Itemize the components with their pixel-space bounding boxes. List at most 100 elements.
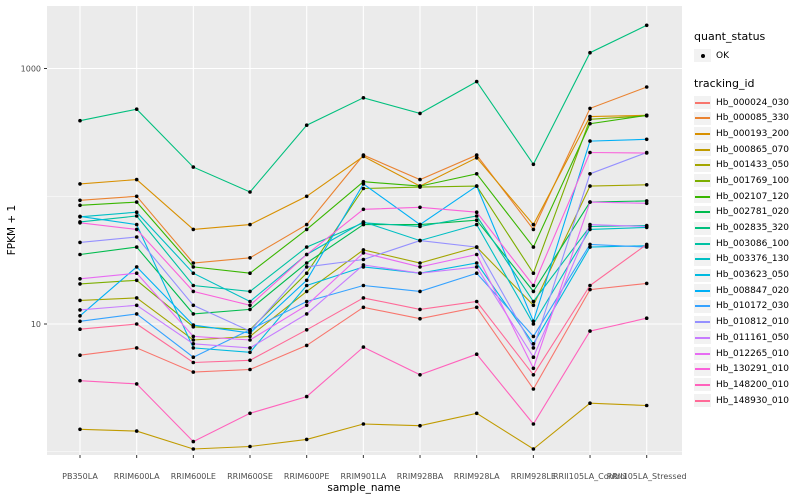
data-point <box>304 343 309 348</box>
legend-item-label: Hb_000085_330 <box>716 113 790 124</box>
data-point <box>304 222 309 227</box>
line-key-icon <box>694 205 711 219</box>
data-point <box>418 111 422 116</box>
data-point <box>531 289 536 294</box>
data-point <box>304 328 309 332</box>
legend-item-label: Hb_002781_020 <box>716 207 790 218</box>
data-point <box>418 265 422 269</box>
data-point <box>191 355 196 360</box>
legend-item-label: OK <box>716 50 729 61</box>
data-point <box>531 303 536 308</box>
data-point <box>304 394 309 399</box>
x-tick-label: RRIM600LE <box>171 472 216 481</box>
x-tick-label: RRIM928LE <box>511 472 556 481</box>
data-point <box>78 252 82 257</box>
data-point <box>644 224 649 229</box>
data-point <box>588 401 592 406</box>
data-point <box>248 444 252 449</box>
legend-item-label: Hb_011161_050 <box>716 332 790 343</box>
data-point <box>134 322 139 326</box>
data-point <box>361 186 366 191</box>
data-point <box>531 342 536 346</box>
legend-item-Hb_000024_030: Hb_000024_030 <box>694 95 800 111</box>
data-point <box>588 139 592 143</box>
data-point <box>134 107 139 111</box>
data-point <box>191 165 196 169</box>
data-point <box>474 352 479 357</box>
data-point <box>78 353 82 358</box>
line-key-icon <box>694 331 711 345</box>
data-point <box>304 245 309 249</box>
data-point <box>304 194 309 199</box>
data-point <box>78 378 82 383</box>
data-point <box>191 265 196 269</box>
data-point <box>304 303 309 308</box>
data-point <box>644 137 649 142</box>
line-key-icon <box>694 284 711 298</box>
legend-item-label: Hb_003376_130 <box>716 254 790 265</box>
data-point <box>418 307 422 312</box>
line-key-icon <box>694 111 711 125</box>
data-point <box>78 319 82 324</box>
legend-item-label: Hb_148200_010 <box>716 379 790 390</box>
data-point <box>474 252 479 257</box>
legend-item-Hb_011161_050: Hb_011161_050 <box>694 330 800 346</box>
legend-item-label: Hb_148930_010 <box>716 395 790 406</box>
data-point <box>588 50 592 55</box>
data-point <box>474 305 479 310</box>
data-point <box>531 447 536 451</box>
legend-item-label: Hb_001769_100 <box>716 175 790 186</box>
data-point <box>134 278 139 283</box>
line-key-icon <box>694 190 711 204</box>
data-point <box>418 373 422 377</box>
line-key-icon <box>694 394 711 408</box>
legend: quant_status OK tracking_id Hb_000024_03… <box>694 30 800 408</box>
data-point <box>531 373 536 377</box>
data-point <box>644 403 649 408</box>
data-point <box>134 296 139 300</box>
data-point <box>588 121 592 126</box>
x-tick-label: RRII105LA_Stressed <box>607 472 687 481</box>
data-point <box>474 271 479 276</box>
data-point <box>361 248 366 252</box>
legend-item-label: Hb_001433_050 <box>716 160 790 171</box>
data-point <box>644 85 649 89</box>
legend-item-label: Hb_002107_120 <box>716 191 790 202</box>
data-point <box>588 329 592 333</box>
data-point <box>191 303 196 308</box>
data-point <box>134 303 139 308</box>
data-point <box>644 113 649 118</box>
data-point <box>191 342 196 346</box>
data-point <box>134 429 139 433</box>
data-point <box>644 281 649 286</box>
data-point <box>531 245 536 249</box>
data-point <box>304 265 309 269</box>
legend-item-label: Hb_003623_050 <box>716 270 790 281</box>
data-point <box>588 242 592 247</box>
data-point <box>78 298 82 303</box>
data-point <box>78 427 82 432</box>
data-point <box>191 360 196 365</box>
legend-item-Hb_003086_100: Hb_003086_100 <box>694 236 800 252</box>
data-point <box>304 227 309 232</box>
data-point <box>248 271 252 276</box>
data-point <box>304 289 309 294</box>
data-point <box>531 222 536 227</box>
data-point <box>134 382 139 386</box>
data-point <box>474 153 479 157</box>
data-point <box>588 150 592 155</box>
data-point <box>191 323 196 327</box>
data-point <box>361 296 366 300</box>
line-key-icon <box>694 174 711 188</box>
data-point <box>134 210 139 214</box>
data-point <box>588 114 592 119</box>
data-point <box>361 251 366 255</box>
line-key-icon <box>694 96 711 110</box>
line-key-icon <box>694 143 711 157</box>
x-tick-label: RRIM901LA <box>340 472 386 481</box>
data-point <box>644 183 649 187</box>
legend-item-Hb_003376_130: Hb_003376_130 <box>694 252 800 268</box>
data-point <box>531 271 536 276</box>
data-point <box>134 312 139 316</box>
line-key-icon <box>694 221 711 235</box>
